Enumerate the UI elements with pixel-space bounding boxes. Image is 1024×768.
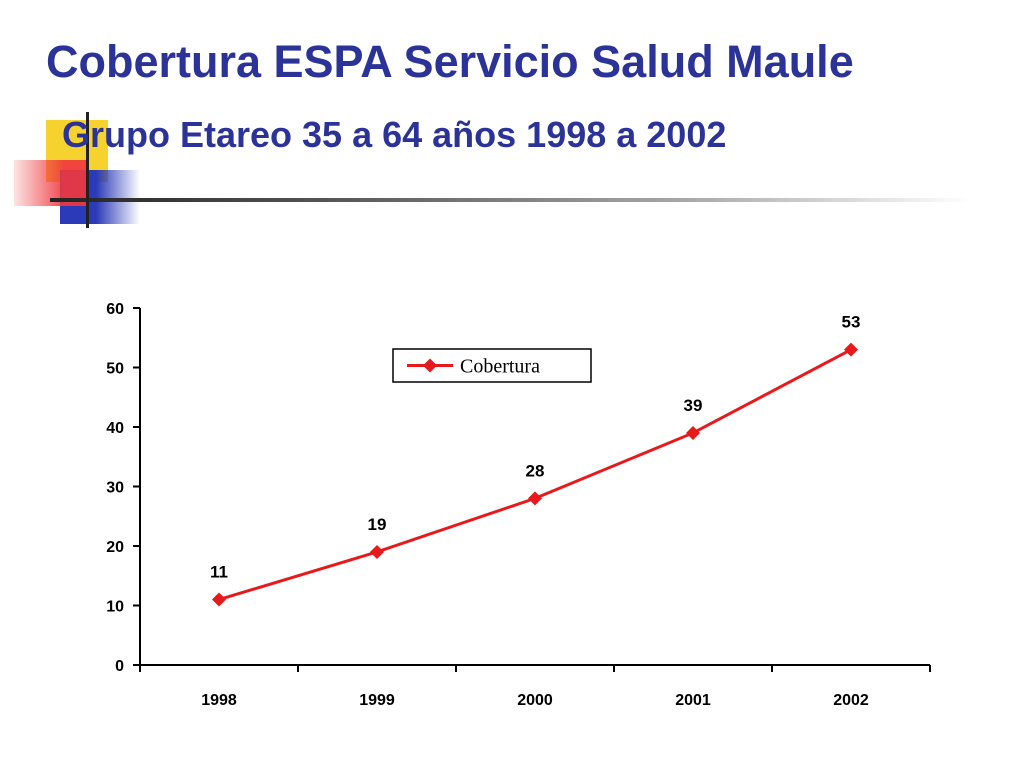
data-label: 53 xyxy=(842,313,861,332)
y-tick-label: 60 xyxy=(106,301,124,318)
y-tick-label: 20 xyxy=(106,539,124,556)
y-tick-label: 0 xyxy=(115,658,124,675)
data-label: 19 xyxy=(368,515,387,534)
x-tick-label: 2000 xyxy=(517,692,553,709)
x-tick-label: 2001 xyxy=(675,692,711,709)
data-point-marker xyxy=(686,425,700,440)
y-tick-label: 30 xyxy=(106,480,124,497)
deco-horizontal-rule xyxy=(50,198,970,202)
x-tick-label: 2002 xyxy=(833,692,869,709)
deco-vertical-rule xyxy=(86,112,89,228)
slide-title: Cobertura ESPA Servicio Salud Maule xyxy=(46,36,854,87)
y-axis-ticks: 0 10 20 30 40 50 60 xyxy=(106,301,140,675)
x-tick-label: 1999 xyxy=(359,692,395,709)
y-tick-label: 40 xyxy=(106,420,124,437)
legend-label: Cobertura xyxy=(460,356,540,378)
legend-marker xyxy=(423,358,437,373)
x-axis-ticks: 1998 1999 2000 2001 2002 xyxy=(139,665,931,709)
legend-box xyxy=(392,348,592,383)
data-point-marker xyxy=(528,491,542,506)
x-tick-label: 1998 xyxy=(201,692,237,709)
data-label: 39 xyxy=(684,396,703,415)
data-point-marker xyxy=(370,544,384,559)
slide-subtitle: Grupo Etareo 35 a 64 años 1998 a 2002 xyxy=(62,114,727,155)
data-label: 11 xyxy=(210,563,228,582)
series-layer: 11 19 28 39 53 xyxy=(210,313,860,607)
y-tick-label: 10 xyxy=(106,599,124,616)
data-point-marker xyxy=(844,342,858,357)
chart-legend: Cobertura xyxy=(392,348,592,383)
data-point-marker xyxy=(212,592,226,607)
y-tick-label: 50 xyxy=(106,361,124,378)
data-label: 28 xyxy=(526,461,545,480)
